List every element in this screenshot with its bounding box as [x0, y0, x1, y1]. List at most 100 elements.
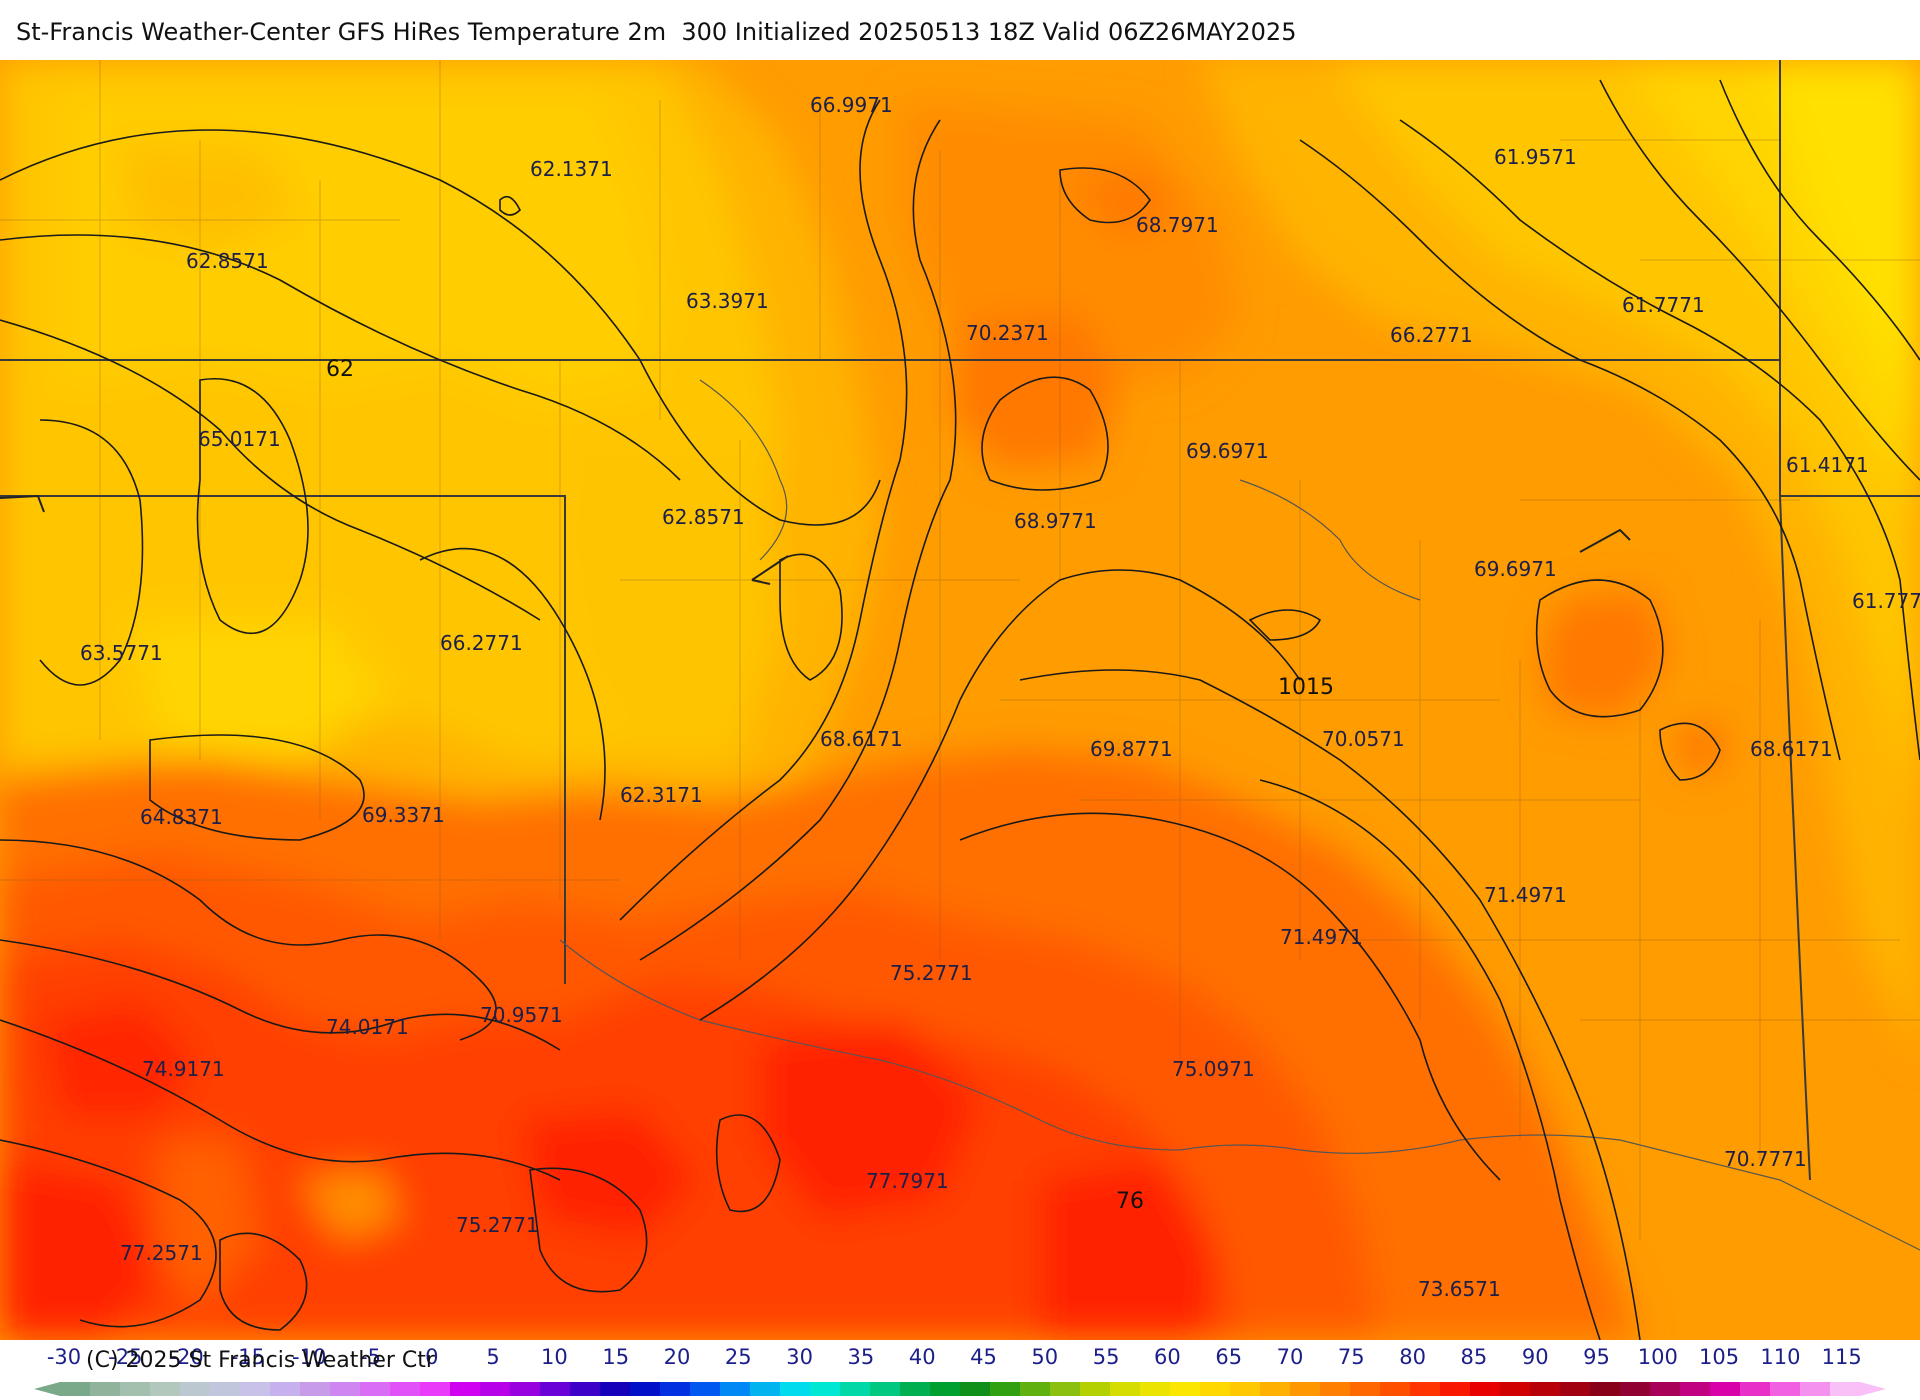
temperature-value-label: 68.6171 — [820, 727, 903, 751]
temperature-value-label: 63.5771 — [80, 641, 163, 665]
legend-color-swatch — [420, 1382, 451, 1396]
legend-color-swatch — [1230, 1382, 1261, 1396]
legend-tick-label: 100 — [1638, 1345, 1678, 1369]
isobar-value-label: 76 — [1116, 1189, 1144, 1214]
legend-color-swatch — [480, 1382, 511, 1396]
legend-tick-label: -5 — [360, 1345, 381, 1369]
temperature-value-label: 68.9771 — [1014, 509, 1097, 533]
legend-tick-label: 60 — [1154, 1345, 1181, 1369]
temperature-value-label: 61.7771 — [1852, 589, 1920, 613]
temperature-value-label: 70.2371 — [966, 321, 1049, 345]
copyright-text: (C) 2025 St Francis Weather Ctr — [86, 1348, 435, 1373]
temperature-value-label: 66.2771 — [440, 631, 523, 655]
legend-tick-label: 35 — [848, 1345, 875, 1369]
legend-color-swatch — [870, 1382, 901, 1396]
legend-color-swatch — [180, 1382, 211, 1396]
legend-color-swatch — [1350, 1382, 1381, 1396]
legend-tick-label: -25 — [108, 1345, 142, 1369]
temperature-values: 66.9971 62.1371 62.8571 63.3971 70.2371 68.79… — [80, 93, 1920, 1301]
legend-color-swatch — [1650, 1382, 1681, 1396]
temperature-value-label: 70.0571 — [1322, 727, 1405, 751]
legend-color-swatch — [1080, 1382, 1111, 1396]
legend-color-swatch — [780, 1382, 811, 1396]
legend-tick-label: 85 — [1461, 1345, 1488, 1369]
temperature-value-label: 75.2771 — [456, 1213, 539, 1237]
legend-tick-label: 30 — [786, 1345, 813, 1369]
temperature-value-label: 66.2771 — [1390, 323, 1473, 347]
legend-color-swatch — [1770, 1382, 1801, 1396]
state-boundaries — [0, 60, 1920, 1181]
legend-tick-label: 80 — [1399, 1345, 1426, 1369]
legend-color-swatch — [810, 1382, 841, 1396]
color-scale-legend: -30 -25 -20 -15 -10 -5 0 5 10 15 20 25 30 35 40 45 50 55 6… — [34, 1345, 1886, 1396]
temperature-value-label: 74.9171 — [142, 1057, 225, 1081]
legend-color-swatch — [1500, 1382, 1531, 1396]
legend-color-swatch — [1380, 1382, 1411, 1396]
legend-left-arrow — [34, 1382, 60, 1396]
legend-color-swatch — [1800, 1382, 1831, 1396]
legend-color-swatch — [150, 1382, 181, 1396]
legend-color-swatch — [1830, 1382, 1861, 1396]
legend-color-swatch — [390, 1382, 421, 1396]
legend-color-swatch — [1620, 1382, 1651, 1396]
legend-tick-label: 65 — [1215, 1345, 1242, 1369]
legend-color-swatch — [1530, 1382, 1561, 1396]
legend-tick-label: 45 — [970, 1345, 997, 1369]
legend-color-swatch — [1200, 1382, 1231, 1396]
legend-color-swatch — [840, 1382, 871, 1396]
temperature-value-label: 64.8371 — [140, 805, 223, 829]
legend-color-swatch — [1290, 1382, 1321, 1396]
legend-tick-labels: -30 -25 -20 -15 -10 -5 0 5 10 15 20 25 30 35 40 45 50 55 6… — [47, 1345, 1862, 1369]
temperature-value-label: 70.7771 — [1724, 1147, 1807, 1171]
legend-color-swatch — [540, 1382, 571, 1396]
temperature-value-label: 77.7971 — [866, 1169, 949, 1193]
legend-tick-label: 110 — [1760, 1345, 1800, 1369]
legend-color-swatch — [1140, 1382, 1171, 1396]
legend-color-swatch — [720, 1382, 751, 1396]
legend-color-swatch — [1170, 1382, 1201, 1396]
legend-color-swatch — [960, 1382, 991, 1396]
pressure-isobars — [0, 79, 1920, 1340]
temperature-value-label: 75.0971 — [1172, 1057, 1255, 1081]
legend-tick-label: 115 — [1822, 1345, 1862, 1369]
temperature-value-label: 65.0171 — [198, 427, 281, 451]
legend-color-swatch — [60, 1382, 91, 1396]
river-lines — [559, 379, 1920, 1251]
temperature-value-label: 62.1371 — [530, 157, 613, 181]
legend-color-swatch — [690, 1382, 721, 1396]
temperature-value-label: 68.6171 — [1750, 737, 1833, 761]
legend-tick-label: 5 — [486, 1345, 499, 1369]
legend-color-swatch — [1410, 1382, 1441, 1396]
legend-color-swatch — [450, 1382, 481, 1396]
legend-color-swatch — [1260, 1382, 1291, 1396]
temperature-value-label: 73.6571 — [1418, 1277, 1501, 1301]
legend-tick-label: -10 — [292, 1345, 326, 1369]
temperature-value-label: 68.7971 — [1136, 213, 1219, 237]
legend-color-bar — [34, 1382, 1886, 1396]
legend-tick-label: 40 — [909, 1345, 936, 1369]
legend-color-swatch — [120, 1382, 151, 1396]
legend-color-swatch — [660, 1382, 691, 1396]
legend-color-swatch — [570, 1382, 601, 1396]
legend-color-swatch — [600, 1382, 631, 1396]
temperature-value-label: 61.4171 — [1786, 453, 1869, 477]
legend-tick-label: -20 — [169, 1345, 203, 1369]
legend-color-swatch — [1110, 1382, 1141, 1396]
temperature-value-label: 71.4971 — [1280, 925, 1363, 949]
legend-tick-label: -15 — [231, 1345, 265, 1369]
temperature-value-label: 75.2771 — [890, 961, 973, 985]
temperature-value-label: 62.3171 — [620, 783, 703, 807]
temperature-value-label: 74.0171 — [326, 1015, 409, 1039]
legend-tick-label: 10 — [541, 1345, 568, 1369]
legend-color-swatch — [300, 1382, 331, 1396]
map-title: St-Francis Weather-Center GFS HiRes Temp… — [16, 18, 1297, 46]
legend-color-swatch — [1740, 1382, 1771, 1396]
temperature-value-label: 63.3971 — [686, 289, 769, 313]
legend-color-swatch — [1440, 1382, 1471, 1396]
legend-tick-label: 90 — [1522, 1345, 1549, 1369]
temperature-value-label: 61.7771 — [1622, 293, 1705, 317]
temperature-value-label: 70.9571 — [480, 1003, 563, 1027]
legend-tick-label: 105 — [1699, 1345, 1739, 1369]
legend-tick-label: 20 — [664, 1345, 691, 1369]
legend-tick-label: 0 — [425, 1345, 438, 1369]
